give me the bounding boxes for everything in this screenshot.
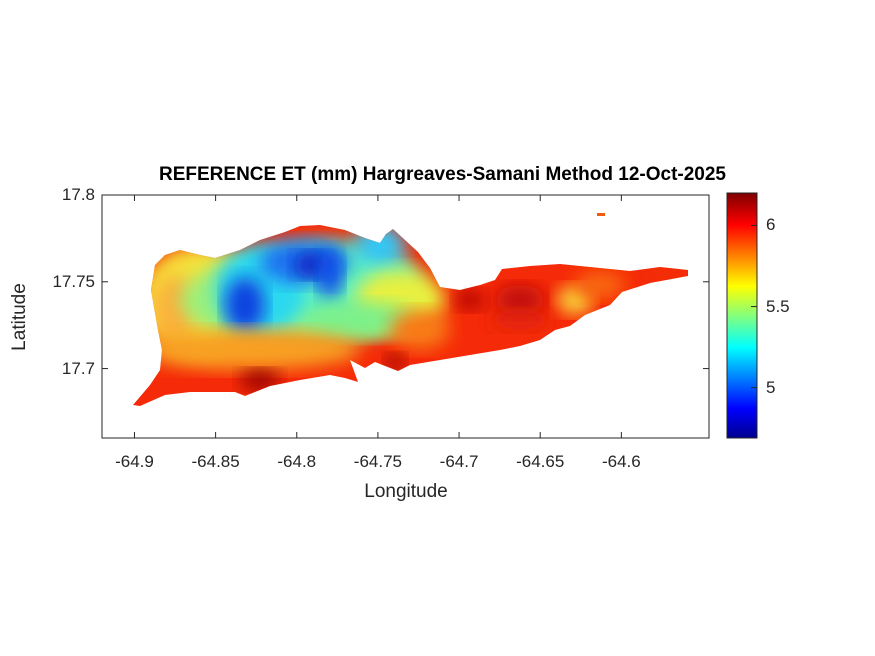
y-tick-label: 17.7	[61, 358, 95, 378]
x-tick-label: -64.9	[115, 452, 154, 471]
islet-buck-island	[597, 213, 605, 216]
x-tick-label: -64.85	[191, 452, 240, 471]
colorbar-tick-label: 6	[766, 215, 776, 235]
x-tick-label: -64.6	[601, 452, 641, 471]
et-value-patch	[140, 330, 360, 370]
colorbar-tick-label: 5.5	[766, 296, 790, 316]
y-tick-label: 17.75	[52, 271, 95, 291]
x-tick-label: -64.7	[439, 452, 479, 471]
et-value-patch	[495, 285, 545, 315]
et-value-patch	[640, 268, 680, 278]
et-value-patch	[355, 225, 405, 265]
et-field	[133, 225, 688, 406]
x-tick-label: -64.8	[277, 452, 317, 471]
x-axis-label: Longitude	[364, 481, 448, 502]
et-value-patch	[390, 310, 450, 350]
colorbar-tick-label: 5	[766, 377, 776, 397]
et-value-patch	[575, 271, 625, 299]
y-axis-label: Latitude	[9, 283, 30, 351]
x-tick-label: -64.65	[516, 452, 565, 471]
et-value-patch	[385, 354, 405, 370]
et-value-patch	[455, 290, 485, 310]
et-value-patch	[225, 277, 265, 333]
axes-box	[101, 194, 710, 439]
et-value-patch	[305, 302, 415, 338]
x-tick-label: -64.75	[353, 452, 403, 471]
y-tick-label: 17.8	[61, 185, 95, 204]
et-value-patch	[318, 250, 342, 300]
et-value-patch	[490, 310, 550, 330]
et-value-patch	[240, 370, 280, 390]
chart-title: REFERENCE ET (mm) Hargreaves-Samani Meth…	[159, 164, 726, 185]
colorbar	[726, 192, 758, 439]
